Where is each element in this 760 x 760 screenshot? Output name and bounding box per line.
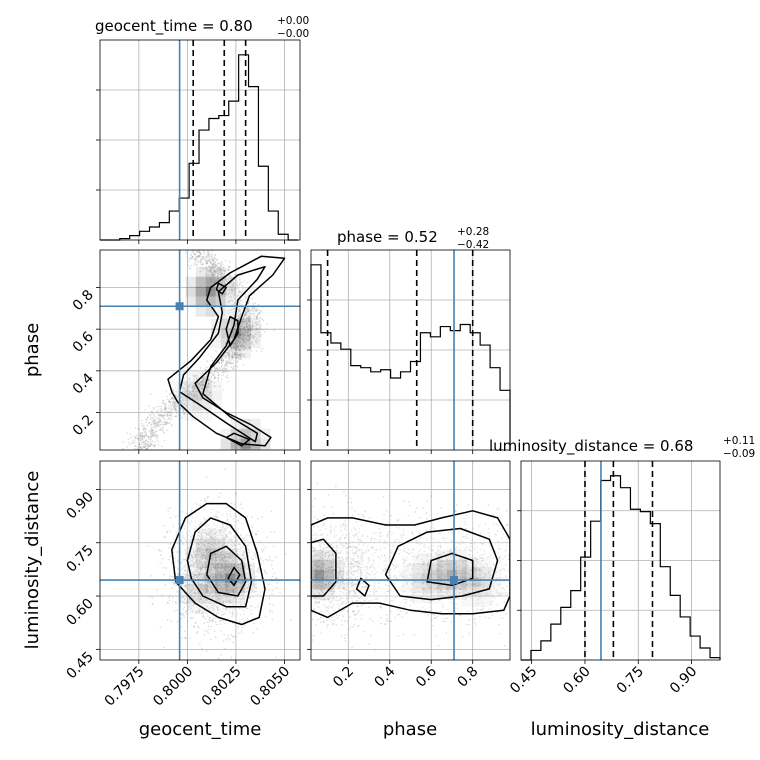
y-tick-label-phase: 0.4 (70, 370, 97, 397)
frame-geocent-time-vs-phase (99, 249, 301, 451)
frame-phase-vs-luminosity-distance (310, 460, 511, 661)
x-tick-label-luminosity-distance: 0.90 (667, 664, 700, 697)
x-tick-label-phase: 0.4 (372, 663, 399, 690)
x-tick-label-geocent-time: 0.8000 (150, 664, 196, 710)
frame-hist-luminosity-distance (520, 460, 721, 661)
frame-hist-phase (310, 249, 511, 451)
x-tick-label-geocent-time: 0.8025 (199, 664, 245, 710)
title-geocent-time: geocent_time = 0.80 +0.00 −0.00 (95, 15, 309, 40)
histogram-phase (310, 264, 511, 450)
title-luminosity-distance-main: luminosity_distance = 0.68 (489, 437, 693, 456)
x-tick-label-luminosity-distance: 0.45 (507, 664, 540, 697)
contour-level-4 (426, 552, 474, 587)
x-axis-label-luminosity-distance: luminosity_distance (531, 719, 710, 740)
y-tick-label-phase: 0.8 (70, 287, 97, 314)
title-geocent-time-main: geocent_time = 0.80 (95, 17, 253, 36)
panels: 0.45 0.60 0.75 0.90 0.2 0.4 0.6 0.8 0.7975 0.8000… (63, 39, 721, 710)
truth-marker (175, 302, 184, 311)
contour-level-4 (225, 432, 251, 447)
density-phase-vs-luminosity-distance (311, 461, 510, 660)
title-geocent-time-sup: +0.00 (277, 15, 309, 27)
title-geocent-time-sub: −0.00 (277, 28, 309, 40)
density-geocent-time-vs-luminosity-distance (100, 461, 300, 660)
y-axis-label-phase: phase (22, 323, 43, 377)
y-tick-label-luminosity-distance: 0.60 (63, 596, 96, 629)
title-phase: phase = 0.52 +0.28 −0.42 (337, 226, 489, 251)
y-axis-label-luminosity-distance: luminosity_distance (22, 471, 43, 650)
scatter-geocent-time-vs-phase (122, 250, 276, 450)
x-tick-label-geocent-time: 0.7975 (102, 664, 148, 710)
contour-level-2 (178, 265, 266, 443)
x-tick-label-luminosity-distance: 0.60 (560, 664, 593, 697)
x-axis-label-geocent-time: geocent_time (139, 719, 262, 740)
scatter-geocent-time-vs-luminosity-distance (147, 468, 292, 660)
density-bins (311, 549, 502, 607)
truth-marker (175, 576, 184, 585)
contour-level-3 (206, 545, 247, 597)
x-tick-label-luminosity-distance: 0.75 (614, 664, 647, 697)
title-luminosity-distance-sub: −0.09 (723, 448, 755, 460)
contour-level-3 (225, 315, 239, 347)
x-tick-label-phase: 0.6 (413, 663, 440, 690)
x-axis-label-phase: phase (383, 719, 437, 740)
grid-phase-phase (311, 250, 510, 450)
y-tick-label-luminosity-distance: 0.90 (63, 489, 96, 522)
title-phase-sup: +0.28 (457, 226, 489, 238)
y-tick-label-phase: 0.6 (70, 329, 97, 356)
grid-geocent-time-phase (100, 250, 300, 450)
contour-level-5 (355, 577, 370, 597)
y-tick-label-luminosity-distance: 0.75 (63, 542, 96, 575)
contour-level-1 (311, 510, 510, 619)
title-phase-main: phase = 0.52 (337, 228, 438, 246)
contour-level-1 (171, 502, 266, 626)
histogram-luminosity-distance (521, 475, 721, 661)
x-tick-label-phase: 0.8 (454, 664, 481, 691)
histogram-geocent-time (100, 54, 299, 241)
title-luminosity-distance: luminosity_distance = 0.68 +0.11 −0.09 (489, 435, 755, 460)
grid-geocent-time-geocent-time (100, 40, 300, 240)
y-tick-label-luminosity-distance: 0.45 (63, 649, 96, 682)
y-tick-label-phase: 0.2 (70, 412, 97, 439)
frame-hist-geocent-time (99, 39, 301, 241)
x-tick-label-geocent-time: 0.8050 (247, 664, 293, 710)
frame-geocent-time-vs-luminosity-distance (99, 460, 301, 661)
density-geocent-time-vs-phase (100, 250, 300, 450)
title-luminosity-distance-sup: +0.11 (723, 435, 755, 447)
contour-level-2 (311, 538, 337, 597)
grid-geocent-time-luminosity-distance (100, 461, 300, 660)
contour-level-2 (186, 517, 253, 608)
truth-marker (450, 576, 459, 585)
contour-level-3 (384, 527, 499, 601)
contour-level-5 (215, 282, 227, 295)
title-phase-sub: −0.42 (457, 239, 489, 251)
x-tick-label-phase: 0.2 (330, 664, 357, 691)
